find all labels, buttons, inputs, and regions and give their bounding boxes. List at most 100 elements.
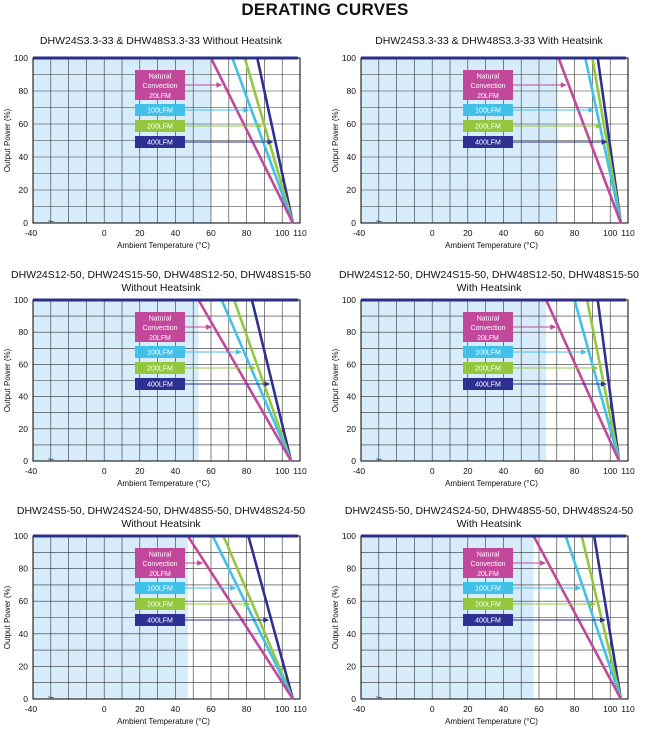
chart-title: DHW24S12-50, DHW24S15-50, DHW48S12-50, D… — [328, 269, 650, 295]
legend-label: 200LFM — [475, 602, 501, 609]
legend-arrow-head — [206, 324, 213, 330]
x-tick-label: 110 — [621, 466, 635, 476]
x-tick-label: 100 — [275, 466, 289, 476]
y-axis-label: Output Power (%) — [331, 585, 340, 649]
legend-box — [135, 70, 185, 100]
y-tick-label: 80 — [19, 86, 29, 96]
axis-break-mark: ~ — [48, 454, 54, 466]
legend-arrow-head — [256, 123, 263, 129]
y-tick-label: 0 — [23, 218, 28, 228]
legend-arrow-head — [575, 585, 582, 591]
legend-box — [463, 120, 513, 132]
legend-arrow-head — [267, 139, 274, 145]
y-tick-label: 20 — [347, 185, 357, 195]
legend-box — [463, 378, 513, 390]
legend-arrow-head — [244, 601, 251, 607]
x-tick-label: 100 — [275, 704, 289, 714]
chart-title: DHW24S3.3-33 & DHW48S3.3-33 Without Heat… — [0, 35, 322, 48]
y-tick-label: 0 — [351, 694, 356, 704]
chart-panel-6: DHW24S5-50, DHW24S24-50, DHW48S5-50, DHW… — [328, 502, 650, 730]
y-tick-label: 100 — [14, 295, 28, 305]
y-tick-label: 60 — [347, 596, 357, 606]
x-tick-label: 100 — [603, 228, 617, 238]
x-tick-label: -40 — [353, 228, 366, 238]
page-title: DERATING CURVES — [241, 0, 409, 19]
y-tick-label: 60 — [19, 596, 29, 606]
y-tick-label: 0 — [23, 456, 28, 466]
legend-label: 200LFM — [147, 124, 173, 131]
legend-label: 20LFM — [477, 571, 499, 578]
legend: Natural Convection 20LFM 100LFM 200LFM 400LFM — [463, 312, 607, 390]
legend-arrow-head — [230, 585, 237, 591]
x-tick-label: 60 — [206, 228, 216, 238]
legend-box — [463, 136, 513, 148]
axis-break-mark: ~ — [48, 216, 54, 228]
chart-panel-3: DHW24S12-50, DHW24S15-50, DHW48S12-50, D… — [0, 266, 322, 492]
legend-label: Natural — [149, 74, 172, 81]
chart-title-line: Without Heatsink — [121, 518, 201, 530]
x-tick-label: -40 — [353, 704, 366, 714]
chart-title-line: DHW24S5-50, DHW24S24-50, DHW48S5-50, DHW… — [344, 505, 634, 517]
x-tick-label: -40 — [353, 466, 366, 476]
x-axis-label: Ambient Temperature (°C) — [445, 479, 538, 488]
legend-box — [135, 104, 185, 116]
x-tick-label: 20 — [135, 704, 145, 714]
y-tick-label: 40 — [19, 152, 29, 162]
x-tick-label: 0 — [102, 466, 107, 476]
legend-label: 20LFM — [149, 93, 171, 100]
chart-title: DHW24S5-50, DHW24S24-50, DHW48S5-50, DHW… — [328, 505, 650, 531]
chart-panel-4: DHW24S12-50, DHW24S15-50, DHW48S12-50, D… — [328, 266, 650, 492]
x-axis-label: Ambient Temperature (°C) — [445, 241, 538, 250]
chart-title-line: Without Heatsink — [121, 282, 201, 294]
legend: Natural Convection 20LFM 100LFM 200LFM 400LFM — [135, 312, 271, 390]
y-tick-label: 40 — [347, 392, 357, 402]
legend-arrow-head — [599, 617, 606, 623]
x-tick-label: 0 — [102, 704, 107, 714]
legend-arrow-head — [590, 601, 597, 607]
y-tick-label: 80 — [347, 327, 357, 337]
legend-box — [135, 312, 185, 342]
y-tick-label: 40 — [347, 629, 357, 639]
x-tick-label: 20 — [135, 228, 145, 238]
y-axis-label: Output Power (%) — [3, 585, 12, 649]
x-tick-label: 20 — [463, 466, 473, 476]
y-axis-label: Output Power (%) — [331, 348, 340, 412]
legend-box — [135, 614, 185, 626]
legend-label: 400LFM — [475, 382, 501, 389]
legend-box — [463, 548, 513, 578]
x-tick-label: 110 — [293, 228, 307, 238]
legend-label: 100LFM — [475, 108, 501, 115]
legend-box — [463, 346, 513, 358]
x-tick-label: 0 — [430, 704, 435, 714]
legend-box — [463, 362, 513, 374]
x-tick-label: -40 — [25, 704, 38, 714]
legend-label: Natural — [477, 316, 500, 323]
y-tick-label: 40 — [347, 152, 357, 162]
derating-chart: Natural Convection 20LFM 100LFM 200LFM 400LFM… — [331, 531, 635, 726]
legend-label: 200LFM — [147, 602, 173, 609]
legend-label: 200LFM — [475, 124, 501, 131]
chart-title-line: DHW24S3.3-33 & DHW48S3.3-33 Without Heat… — [39, 35, 283, 47]
y-tick-label: 60 — [347, 359, 357, 369]
legend-arrow-head — [550, 324, 557, 330]
legend-label: 100LFM — [147, 108, 173, 115]
legend-box — [135, 346, 185, 358]
y-tick-label: 20 — [347, 661, 357, 671]
legend-label: 200LFM — [147, 366, 173, 373]
chart-title-line: DHW24S12-50, DHW24S15-50, DHW48S12-50, D… — [11, 269, 311, 281]
legend-arrow-head — [250, 365, 257, 371]
x-tick-label: 0 — [430, 228, 435, 238]
y-tick-label: 40 — [19, 392, 29, 402]
legend-box — [463, 312, 513, 342]
y-tick-label: 100 — [342, 531, 356, 541]
x-tick-label: 80 — [242, 228, 252, 238]
x-tick-label: 110 — [293, 466, 307, 476]
x-tick-label: 80 — [570, 466, 580, 476]
y-axis-label: Output Power (%) — [3, 348, 12, 412]
legend-arrow-head — [243, 107, 250, 113]
chart-title-line: With Heatsink — [456, 518, 522, 530]
legend-arrow-head — [540, 560, 547, 566]
legend-box — [463, 598, 513, 610]
legend-box — [135, 378, 185, 390]
x-tick-label: 40 — [171, 228, 181, 238]
